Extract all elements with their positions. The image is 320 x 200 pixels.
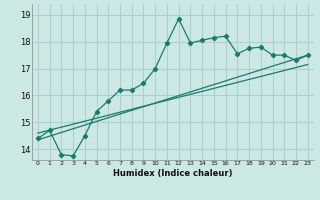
X-axis label: Humidex (Indice chaleur): Humidex (Indice chaleur) xyxy=(113,169,233,178)
